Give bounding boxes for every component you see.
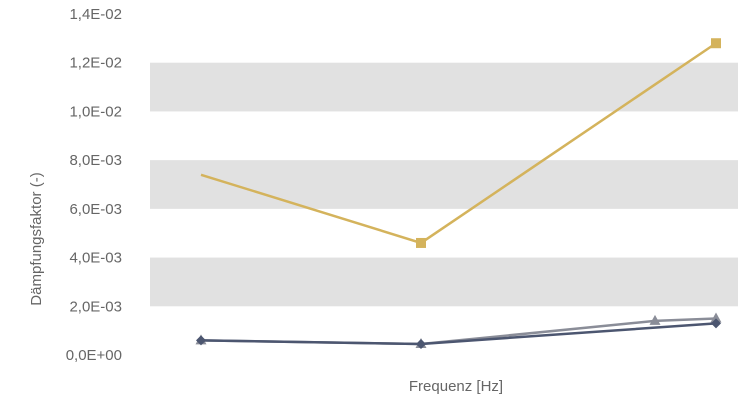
y-tick-label: 8,0E-03 <box>69 152 122 169</box>
data-point <box>710 312 722 323</box>
y-tick-label: 1,2E-02 <box>69 55 122 72</box>
grid-band <box>150 160 738 209</box>
grid-bands <box>150 62 738 307</box>
series-layer <box>195 38 722 350</box>
series-3 <box>196 318 721 350</box>
data-point <box>711 318 721 329</box>
y-tick-label: 2,0E-03 <box>69 298 122 315</box>
y-tick-label: 4,0E-03 <box>69 250 122 267</box>
grid-band <box>150 62 738 112</box>
x-axis-title: Frequenz [Hz] <box>409 378 503 395</box>
data-point <box>416 237 426 248</box>
y-axis-ticks: 1,4E-02 1,2E-02 1,0E-02 8,0E-03 6,0E-03 4,0E-… <box>66 6 122 364</box>
y-tick-label: 0,0E+00 <box>66 347 122 364</box>
grid-band <box>150 257 738 307</box>
series-1 <box>200 38 721 248</box>
y-tick-label: 6,0E-03 <box>69 201 122 218</box>
y-tick-label: 1,4E-02 <box>69 6 122 23</box>
y-tick-label: 1,0E-02 <box>69 103 122 120</box>
series-line <box>200 322 717 346</box>
data-point <box>416 339 426 350</box>
data-point <box>196 335 206 346</box>
data-point <box>711 38 721 49</box>
y-axis-title: Dämpfungsfaktor (-) <box>28 172 45 305</box>
data-point <box>649 314 661 325</box>
